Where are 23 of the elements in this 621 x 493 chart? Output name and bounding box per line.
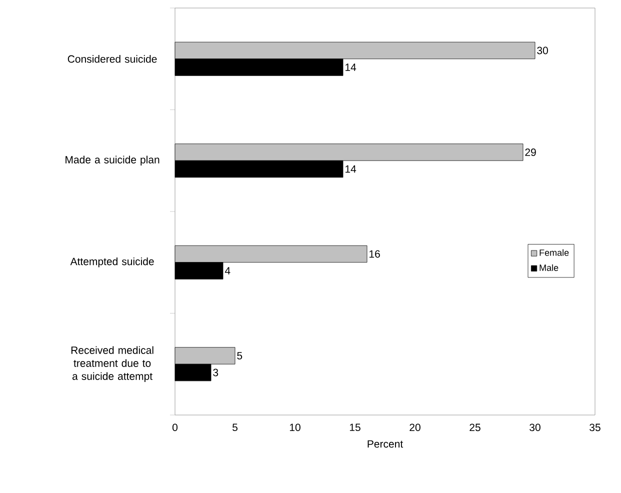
y-tick-label: Attempted suicide bbox=[70, 257, 154, 268]
data-label: 30 bbox=[537, 46, 548, 54]
data-label: 16 bbox=[370, 250, 380, 258]
x-tick-label: 30 bbox=[530, 424, 540, 432]
legend-label: Female bbox=[540, 249, 569, 256]
data-label: 4 bbox=[224, 267, 230, 274]
data-label: 14 bbox=[346, 64, 356, 71]
y-tick-label: Considered suicide bbox=[68, 55, 157, 63]
x-tick-label: 0 bbox=[172, 424, 178, 432]
x-tick-label: 35 bbox=[590, 424, 600, 432]
x-tick-label: 25 bbox=[470, 424, 480, 432]
legend-label: Male bbox=[540, 264, 558, 271]
data-label: 29 bbox=[525, 148, 536, 156]
data-label: 3 bbox=[213, 368, 218, 376]
data-label: 5 bbox=[237, 352, 242, 360]
x-tick-label: 15 bbox=[350, 424, 360, 432]
x-axis-title: Percent bbox=[368, 440, 404, 448]
x-tick-label: 5 bbox=[232, 424, 238, 432]
x-tick-label: 20 bbox=[410, 424, 420, 432]
y-tick-label: Received medical treatment due to a suicide attempt bbox=[71, 346, 154, 382]
x-tick-label: 10 bbox=[290, 424, 300, 432]
y-tick-label: Made a suicide plan bbox=[66, 156, 160, 166]
data-label: 14 bbox=[346, 165, 356, 173]
